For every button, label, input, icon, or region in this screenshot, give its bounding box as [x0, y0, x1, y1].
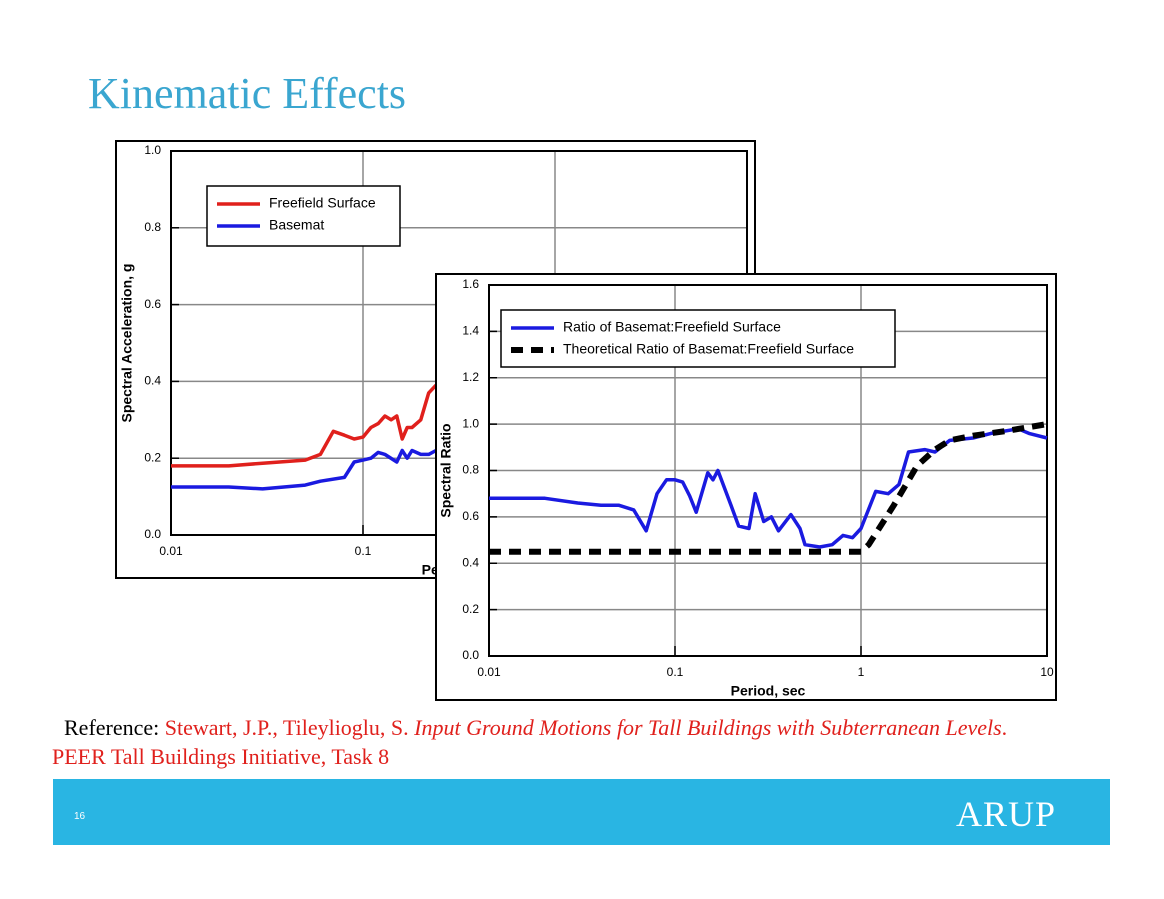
slide-title: Kinematic Effects	[88, 69, 407, 118]
series-line	[171, 448, 437, 491]
x-axis-label: Period, sec	[731, 683, 806, 699]
page-number: 16	[74, 811, 86, 822]
x-tick-label: 10	[1040, 665, 1054, 679]
y-tick-label: 0.0	[462, 648, 479, 662]
y-tick-label: 0.6	[144, 297, 161, 311]
reference-prefix: Reference:	[64, 715, 160, 740]
y-tick-label: 0.2	[144, 450, 161, 464]
x-tick-label: 0.1	[355, 544, 372, 558]
y-tick-label: 0.0	[144, 527, 161, 541]
series-line	[171, 383, 438, 468]
y-tick-label: 1.0	[462, 416, 479, 430]
x-tick-label: 0.01	[159, 544, 183, 558]
x-tick-label: 1	[858, 665, 865, 679]
plot-area	[488, 284, 1048, 657]
chart: 0.0 0.2 0.4 0.6 0.8 1.0 1.2 1.4 1.6 0.01 0.1 1 10 Per…	[435, 273, 1057, 701]
y-axis-label: Spectral Ratio	[438, 423, 454, 517]
x-tick-label: 0.01	[477, 665, 501, 679]
series-line	[489, 421, 1048, 555]
reference-end: .	[1001, 715, 1008, 740]
legend-label: Theoretical Ratio of Basemat:Freefield S…	[563, 341, 854, 357]
y-axis-label: Spectral Acceleration, g	[119, 264, 135, 423]
y-tick-label: 1.0	[144, 143, 161, 157]
legend-label: Freefield Surface	[269, 195, 376, 211]
series-line	[489, 427, 1048, 549]
y-tick-label: 1.4	[462, 324, 479, 338]
legend-label: Basemat	[269, 217, 324, 233]
y-tick-label: 0.6	[462, 509, 479, 523]
legend-box	[500, 309, 896, 368]
y-tick-label: 1.6	[462, 277, 479, 291]
reference-line2: PEER Tall Buildings Initiative, Task 8	[52, 744, 390, 769]
y-tick-label: 0.8	[144, 220, 161, 234]
y-tick-label: 0.4	[144, 374, 161, 388]
logo: ARUP	[955, 794, 1056, 834]
reference-authors: Stewart, J.P., Tileylioglu, S.	[164, 715, 409, 740]
footer: 16 ARUP	[53, 779, 1110, 845]
legend-label: Ratio of Basemat:Freefield Surface	[563, 319, 781, 335]
y-tick-label: 0.4	[462, 555, 479, 569]
reference-work: Input Ground Motions for Tall Buildings …	[414, 715, 1002, 740]
reference: Reference: Stewart, J.P., Tileylioglu, S…	[52, 713, 1008, 771]
y-tick-label: 1.2	[462, 370, 479, 384]
x-tick-label: 0.1	[667, 665, 684, 679]
y-tick-label: 0.8	[462, 463, 479, 477]
legend-box	[206, 185, 401, 247]
y-tick-label: 0.2	[462, 602, 479, 616]
